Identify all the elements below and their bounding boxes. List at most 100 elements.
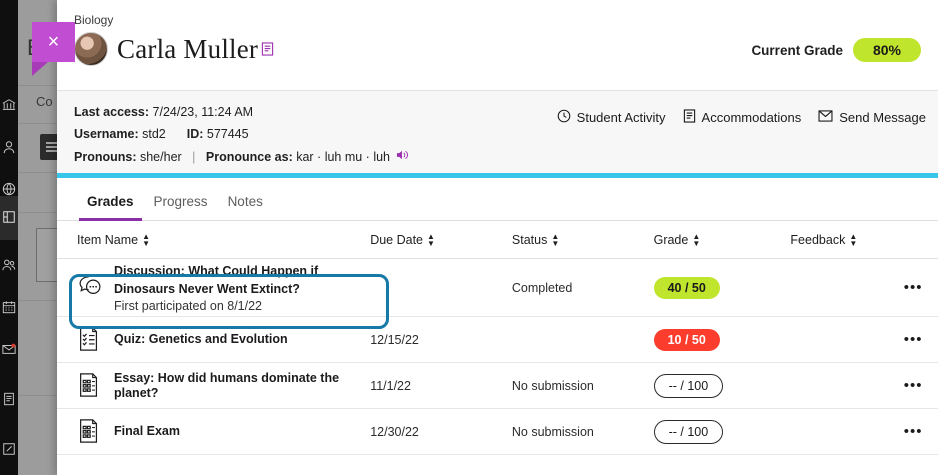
- sort-icon: ▲ ▼: [551, 231, 560, 248]
- row-due-date: 12/15/22: [370, 332, 419, 347]
- calendar-icon[interactable]: [1, 300, 17, 316]
- row-grade: 10 / 50: [653, 328, 791, 351]
- last-access-label: Last access:: [74, 105, 150, 119]
- tab-grades[interactable]: Grades: [77, 178, 144, 221]
- current-grade: Current Grade 80%: [751, 38, 921, 62]
- globe-icon[interactable]: [1, 182, 17, 198]
- page-title: Carla Muller: [117, 33, 259, 64]
- sort-icon: ▲ ▼: [427, 231, 435, 248]
- quiz-checklist-icon: [77, 326, 103, 354]
- row-item-text: Discussion: What Could Happen if Dinosau…: [114, 262, 370, 314]
- background-divider: [18, 123, 57, 124]
- row-grade: -- / 100: [653, 373, 791, 398]
- background-divider: [18, 300, 57, 301]
- sort-icon: ▲ ▼: [692, 231, 701, 248]
- row-due-date: 11/1/22: [370, 378, 411, 393]
- student-info-lines: Last access: 7/24/23, 11:24 AM Username:…: [74, 105, 409, 172]
- student-detail-panel: Biology Carla Muller Current Grade 80%: [57, 0, 938, 475]
- person-icon[interactable]: [1, 140, 17, 156]
- modal-scrim[interactable]: [18, 0, 57, 475]
- row-item-name: Discussion: What Could Happen if Dinosau…: [77, 262, 370, 314]
- username-label: Username:: [74, 127, 139, 141]
- student-identity: Carla Muller: [74, 32, 274, 66]
- row-status: No submission: [511, 424, 594, 439]
- tab-bar: Grades Progress Notes: [57, 178, 938, 221]
- header-feedback[interactable]: Feedback ▲ ▼: [790, 231, 888, 248]
- header-feedback-label: Feedback: [790, 232, 846, 247]
- row-item-subtitle: First participated on 8/1/22: [114, 298, 262, 313]
- header-status-label: Status: [511, 232, 548, 247]
- background-divider: [18, 212, 57, 213]
- grade-badge: 40 / 50: [653, 276, 720, 299]
- accommodations-button[interactable]: Accommodations: [683, 109, 802, 126]
- avatar: [74, 32, 108, 66]
- student-activity-button[interactable]: Student Activity: [557, 109, 666, 126]
- table-row[interactable]: Essay: How did humans dominate the plane…: [57, 363, 938, 409]
- header-item-name-label: Item Name: [77, 232, 139, 247]
- background-divider: [18, 172, 57, 173]
- row-overflow-menu-button[interactable]: •••: [903, 377, 923, 394]
- accommodations-label: Accommodations: [701, 110, 802, 125]
- tab-notes[interactable]: Notes: [227, 193, 263, 209]
- pronouns-value: she/her: [139, 150, 182, 164]
- row-status: No submission: [511, 378, 594, 393]
- row-item-name: Final Exam: [77, 418, 370, 446]
- info-action-links: Student Activity Accommodations: [557, 109, 926, 126]
- close-button-tail: [32, 62, 48, 76]
- id-value: 577445: [206, 127, 249, 141]
- send-message-label: Send Message: [839, 110, 926, 125]
- header-grade[interactable]: Grade ▲ ▼: [653, 231, 791, 248]
- divider: |: [192, 150, 196, 164]
- row-status: Completed: [511, 280, 573, 295]
- note-icon[interactable]: [261, 42, 274, 61]
- row-due-date: 12/30/22: [370, 424, 419, 439]
- document-icon: [683, 109, 696, 126]
- mail-icon[interactable]: [1, 342, 17, 358]
- tab-progress[interactable]: Progress: [153, 193, 208, 209]
- pronouns-label: Pronouns:: [74, 150, 137, 164]
- panel-header: Biology Carla Muller Current Grade 80%: [57, 0, 938, 90]
- row-overflow-menu-button[interactable]: •••: [903, 423, 923, 440]
- envelope-icon: [818, 110, 833, 125]
- close-button[interactable]: ×: [32, 22, 75, 62]
- row-overflow-menu-button[interactable]: •••: [903, 331, 923, 348]
- row-item-title: Essay: How did humans dominate the plane…: [114, 370, 340, 400]
- sort-icon: ▲ ▼: [142, 231, 151, 248]
- group-icon[interactable]: [1, 258, 17, 274]
- username-value: std2: [142, 127, 166, 141]
- row-item-name: Essay: How did humans dominate the plane…: [77, 371, 370, 401]
- grade-badge: 10 / 50: [653, 328, 720, 351]
- header-grade-label: Grade: [653, 232, 689, 247]
- grade-badge: -- / 100: [653, 373, 724, 398]
- row-item-name: Quiz: Genetics and Evolution: [77, 326, 370, 354]
- last-access-value: 7/24/23, 11:24 AM: [152, 105, 254, 119]
- table-row[interactable]: Quiz: Genetics and Evolution 12/15/22 10…: [57, 317, 938, 363]
- table-header-row: Item Name ▲ ▼ Due Date ▲ ▼ Status ▲ ▼ Grade…: [57, 221, 938, 259]
- table-row[interactable]: Discussion: What Could Happen if Dinosau…: [57, 259, 938, 317]
- clock-icon: [557, 109, 571, 126]
- grades-table: Item Name ▲ ▼ Due Date ▲ ▼ Status ▲ ▼ Grade…: [57, 221, 938, 455]
- test-form-icon: [77, 372, 103, 400]
- edit-icon[interactable]: [1, 442, 17, 458]
- row-item-title: Quiz: Genetics and Evolution: [114, 332, 288, 346]
- id-label: ID:: [186, 127, 204, 141]
- sort-icon: ▲ ▼: [849, 231, 858, 248]
- book-icon[interactable]: [1, 210, 17, 226]
- row-item-title: Final Exam: [114, 424, 180, 438]
- header-due-date[interactable]: Due Date ▲ ▼: [370, 231, 512, 248]
- header-status[interactable]: Status ▲ ▼: [511, 231, 654, 248]
- close-icon: ×: [47, 31, 60, 53]
- audio-speaker-icon[interactable]: [396, 150, 409, 164]
- table-row[interactable]: Final Exam 12/30/22 No submission -- / 1…: [57, 409, 938, 455]
- send-message-button[interactable]: Send Message: [818, 110, 926, 125]
- student-info-strip: Last access: 7/24/23, 11:24 AM Username:…: [57, 90, 938, 173]
- last-access-line: Last access: 7/24/23, 11:24 AM: [74, 105, 409, 119]
- current-grade-badge: 80%: [852, 38, 921, 62]
- header-item-name[interactable]: Item Name ▲ ▼: [77, 231, 370, 248]
- row-overflow-menu-button[interactable]: •••: [903, 279, 923, 296]
- student-activity-label: Student Activity: [576, 110, 666, 125]
- row-item-title: Discussion: What Could Happen if Dinosau…: [114, 263, 319, 296]
- document-icon[interactable]: [1, 392, 17, 408]
- institution-icon[interactable]: [1, 98, 17, 114]
- course-label: Biology: [74, 13, 114, 27]
